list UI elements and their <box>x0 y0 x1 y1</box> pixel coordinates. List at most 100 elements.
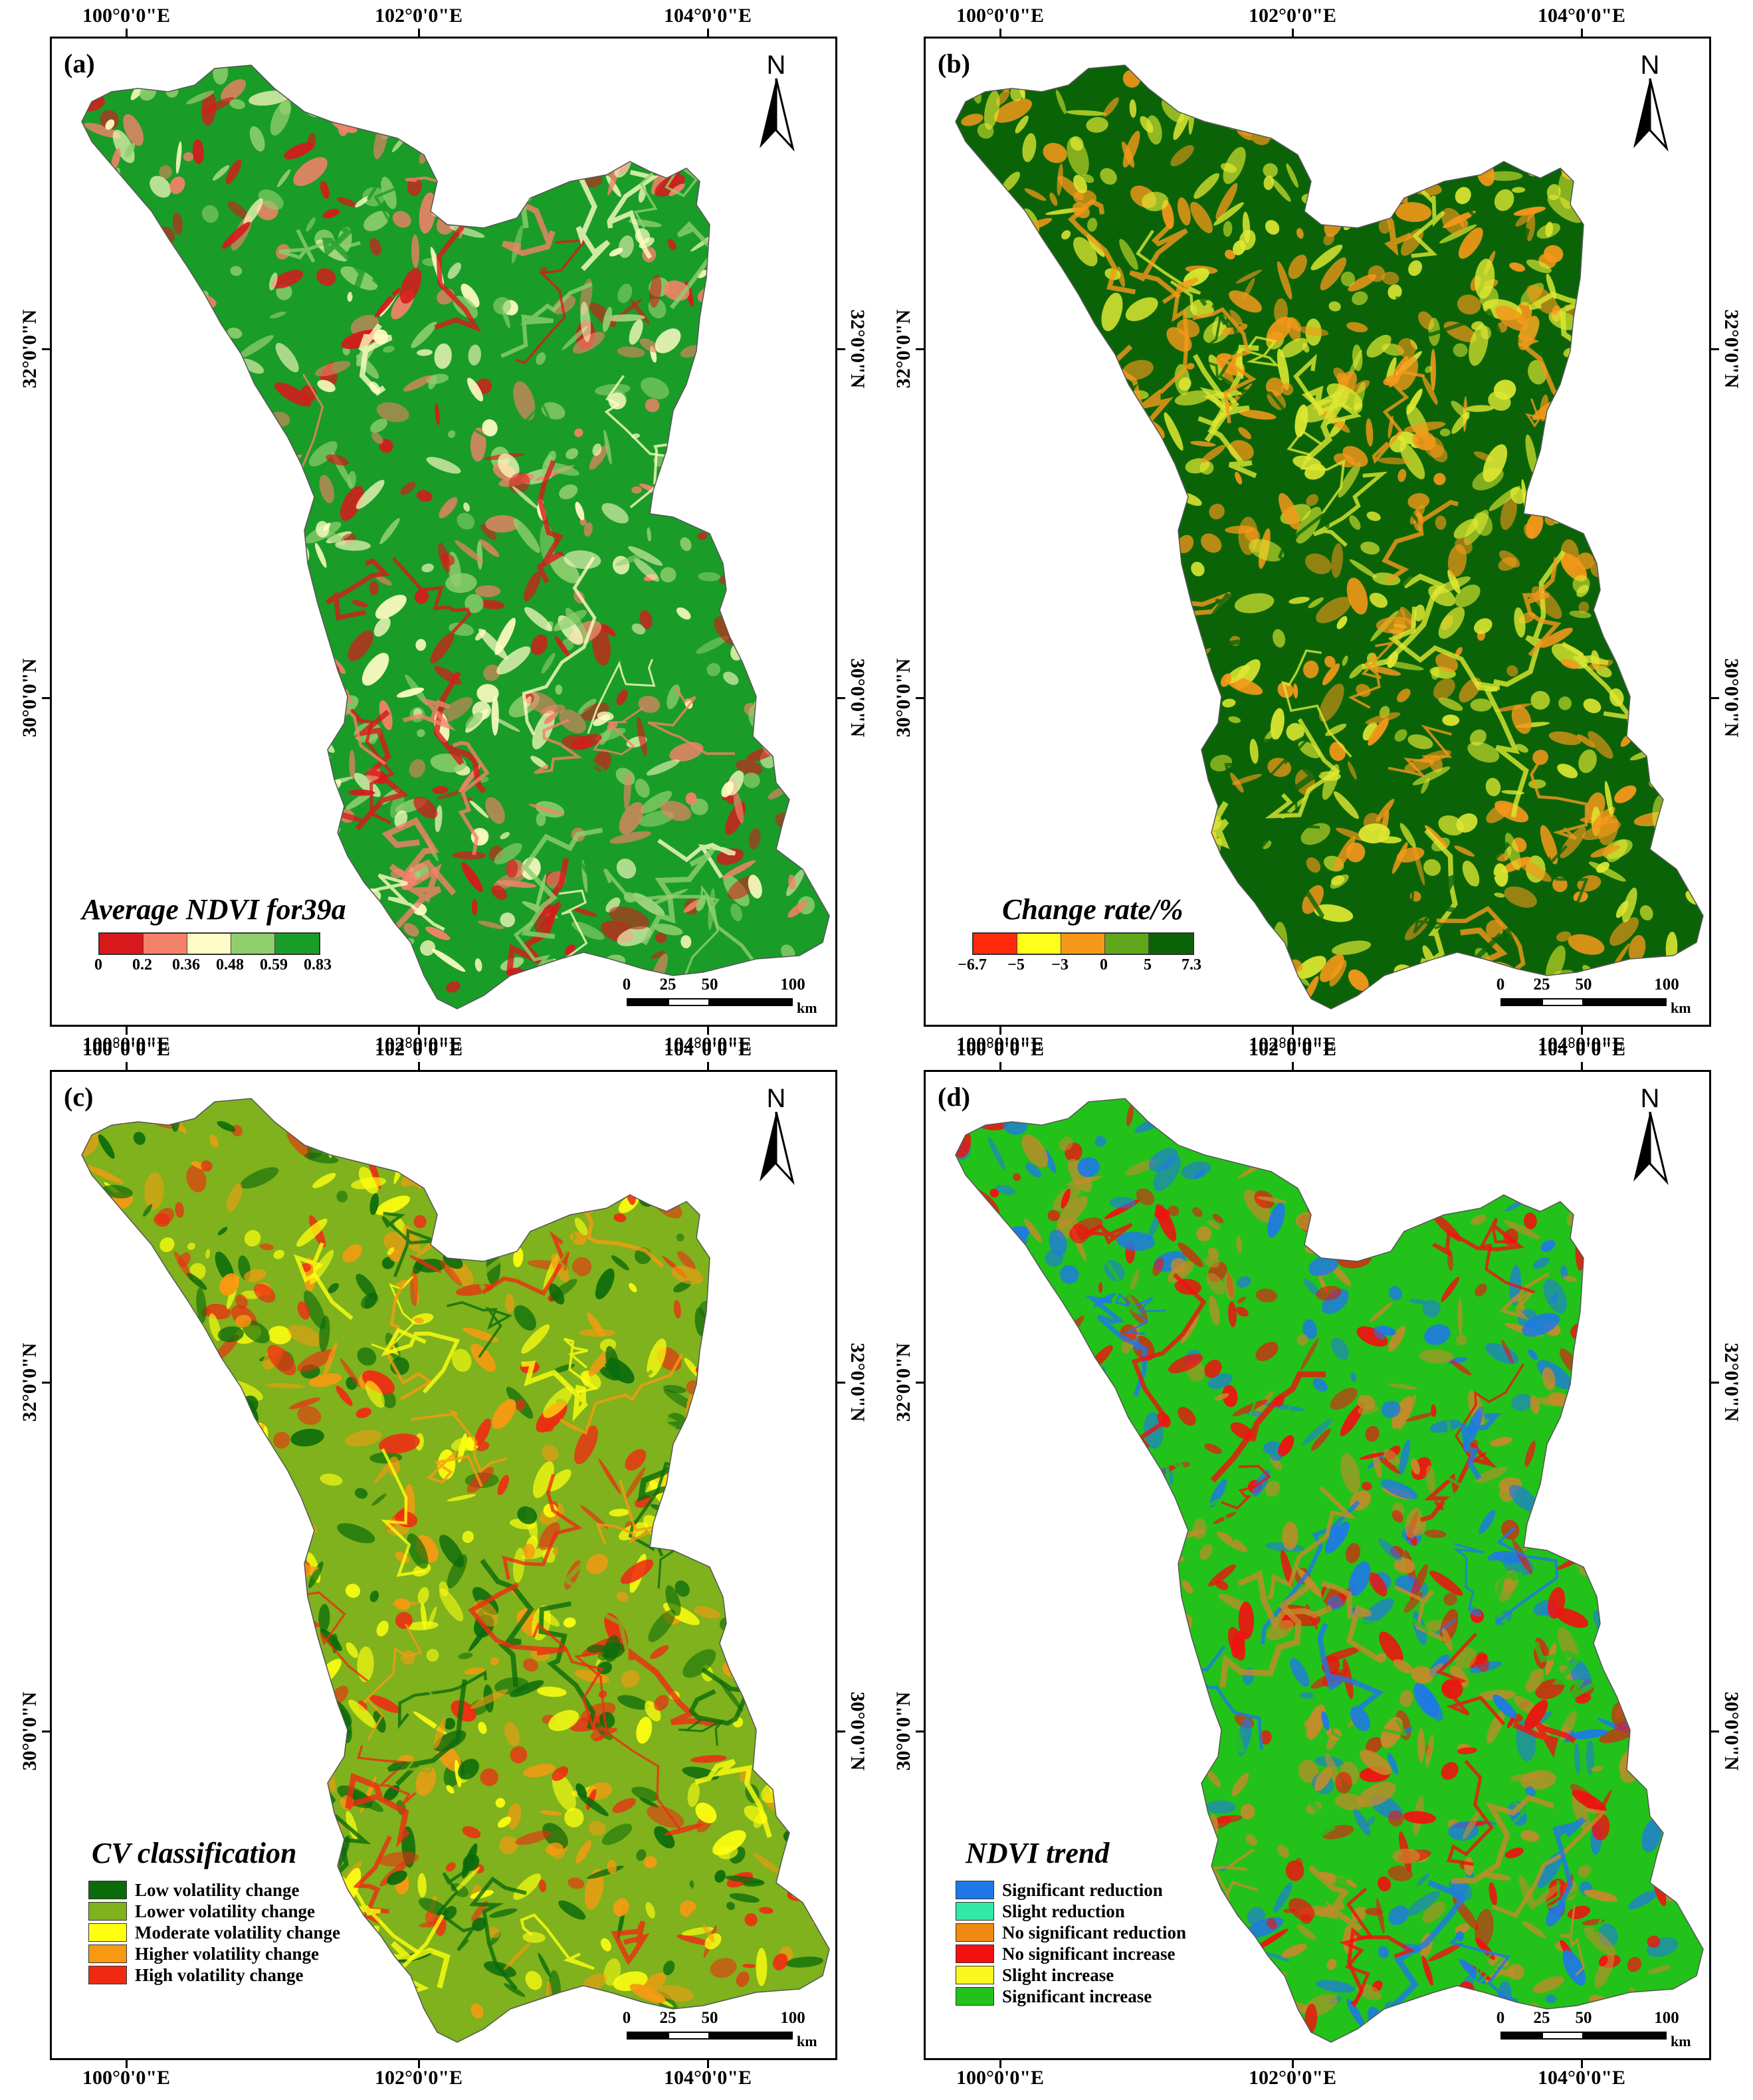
scale-unit: km <box>1671 2033 1691 2049</box>
lat-label-left: 32°0'0"N <box>892 1342 914 1422</box>
legend-item-label: Slight increase <box>1002 1964 1114 1985</box>
legend-item: Moderate volatility change <box>88 1922 340 1943</box>
colorbar-tick-label: 0.59 <box>260 956 288 974</box>
legend-item-label: Significant reduction <box>1002 1879 1163 1900</box>
legend-categories: Low volatility change Lower volatility ch… <box>88 1879 340 1986</box>
lat-label-right: 32°0'0"N <box>1720 309 1742 389</box>
scale-segment <box>668 2032 710 2040</box>
lon-label-bottom: 104°0'0"E <box>1538 1033 1625 1055</box>
lat-label-left: 32°0'0"N <box>892 309 914 389</box>
scale-segment <box>1500 998 1542 1006</box>
colorbar-tick-label: 0.83 <box>304 956 332 974</box>
legend-swatch <box>956 1881 994 1899</box>
tick-mark <box>916 348 925 350</box>
tick-mark <box>42 1382 51 1384</box>
tick-mark <box>1581 1025 1583 1035</box>
legend-item: No significant reduction <box>956 1922 1186 1943</box>
scale-tick-label: 25 <box>1533 976 1550 994</box>
legend-categories: Significant reduction Slight reduction No … <box>956 1879 1186 2007</box>
lon-label-bottom: 104°0'0"E <box>664 2067 752 2089</box>
legend-item-label: High volatility change <box>135 1964 304 1985</box>
colorbar-swatch <box>275 934 319 954</box>
colorbar-swatch <box>231 934 275 954</box>
lon-label-top: 100°0'0"E <box>82 1038 170 1060</box>
legend-title: Average NDVI for39a <box>82 893 346 926</box>
legend-item: Significant reduction <box>956 1879 1186 1901</box>
lon-label-top: 104°0'0"E <box>664 5 752 27</box>
lat-label-left: 30°0'0"N <box>19 1691 41 1771</box>
colorbar-tick-label: 0.36 <box>172 956 200 974</box>
legend-swatch <box>88 1902 127 1921</box>
scale-segment <box>627 2032 668 2040</box>
legend-title: CV classification <box>92 1837 297 1869</box>
lat-label-left: 32°0'0"N <box>19 1342 41 1422</box>
tick-mark <box>42 348 51 350</box>
lat-label-left: 30°0'0"N <box>892 658 914 738</box>
tick-mark <box>836 348 845 350</box>
lat-label-left: 32°0'0"N <box>19 309 41 389</box>
lon-label-bottom: 100°0'0"E <box>956 2067 1044 2089</box>
north-arrow-icon: N <box>746 51 806 152</box>
tick-mark <box>126 29 128 38</box>
scale-unit: km <box>1671 999 1691 1016</box>
scale-tick-label: 100 <box>1654 976 1679 994</box>
legend-item: Significant increase <box>956 1986 1186 2007</box>
legend-item-label: Higher volatility change <box>135 1943 319 1964</box>
map-frame: (a) N Average NDVI for39a 0 0.2 0.36 0.48 0.59 0… <box>50 37 837 1027</box>
lon-label-bottom: 100°0'0"E <box>82 1033 170 1055</box>
tick-mark <box>1710 697 1719 699</box>
scale-bar: 0 25 50 100 km <box>623 976 817 1016</box>
legend-item-label: Moderate volatility change <box>135 1922 340 1942</box>
map-raster <box>955 64 1704 1009</box>
north-letter: N <box>766 1084 786 1113</box>
colorbar-tick-label: 0 <box>94 956 102 974</box>
scale-segment <box>710 998 793 1006</box>
tick-mark <box>1710 1382 1719 1384</box>
tick-mark <box>836 1731 845 1732</box>
legend-colorbar <box>972 932 1194 955</box>
north-arrow-icon: N <box>1620 1084 1680 1185</box>
legend-item: Low volatility change <box>88 1879 340 1901</box>
lat-label-right: 32°0'0"N <box>847 309 869 389</box>
tick-mark <box>126 2059 128 2068</box>
colorbar-tick-label: 0 <box>1100 956 1108 974</box>
tick-mark <box>418 1025 420 1035</box>
map-raster <box>81 1098 830 2043</box>
lon-label-bottom: 104°0'0"E <box>1538 2067 1625 2089</box>
lon-label-top: 102°0'0"E <box>375 5 463 27</box>
scale-tick-label: 50 <box>1575 976 1592 994</box>
tick-mark <box>999 29 1001 38</box>
tick-mark <box>999 2059 1001 2068</box>
legend-item-label: No significant reduction <box>1002 1922 1187 1942</box>
legend-item: Slight increase <box>956 1964 1186 1986</box>
scale-tick-label: 50 <box>1575 2009 1592 2027</box>
tick-mark <box>707 29 709 38</box>
scale-tick-label: 0 <box>622 976 631 994</box>
tick-mark <box>999 1062 1001 1071</box>
lon-label-top: 102°0'0"E <box>1249 5 1336 27</box>
scale-tick-label: 100 <box>780 976 805 994</box>
colorbar-swatch <box>100 934 144 954</box>
lat-label-right: 32°0'0"N <box>847 1342 869 1422</box>
legend-item: High volatility change <box>88 1964 340 1986</box>
lon-label-top: 102°0'0"E <box>1249 1038 1336 1060</box>
scale-unit: km <box>797 999 817 1016</box>
lat-label-right: 30°0'0"N <box>847 658 869 738</box>
legend-item-label: Significant increase <box>1002 1986 1152 2006</box>
scale-segment <box>710 2032 793 2040</box>
legend-title: Change rate/% <box>1002 893 1184 926</box>
colorbar-swatch <box>1017 934 1061 954</box>
colorbar-tick-label: 0.2 <box>132 956 152 974</box>
legend-swatch <box>88 1944 127 1963</box>
north-arrow-icon: N <box>746 1084 806 1185</box>
scale-bar: 0 25 50 100 km <box>1496 976 1691 1016</box>
lon-label-top: 100°0'0"E <box>956 5 1044 27</box>
lon-label-bottom: 100°0'0"E <box>82 2067 170 2089</box>
legend-item-label: Lower volatility change <box>135 1901 315 1921</box>
colorbar-tick-label: −3 <box>1051 956 1069 974</box>
tick-mark <box>418 2059 420 2068</box>
colorbar-tick-label: 7.3 <box>1182 956 1201 974</box>
legend-swatch <box>956 1944 994 1963</box>
colorbar-swatch <box>187 934 231 954</box>
colorbar-swatch <box>1149 934 1193 954</box>
